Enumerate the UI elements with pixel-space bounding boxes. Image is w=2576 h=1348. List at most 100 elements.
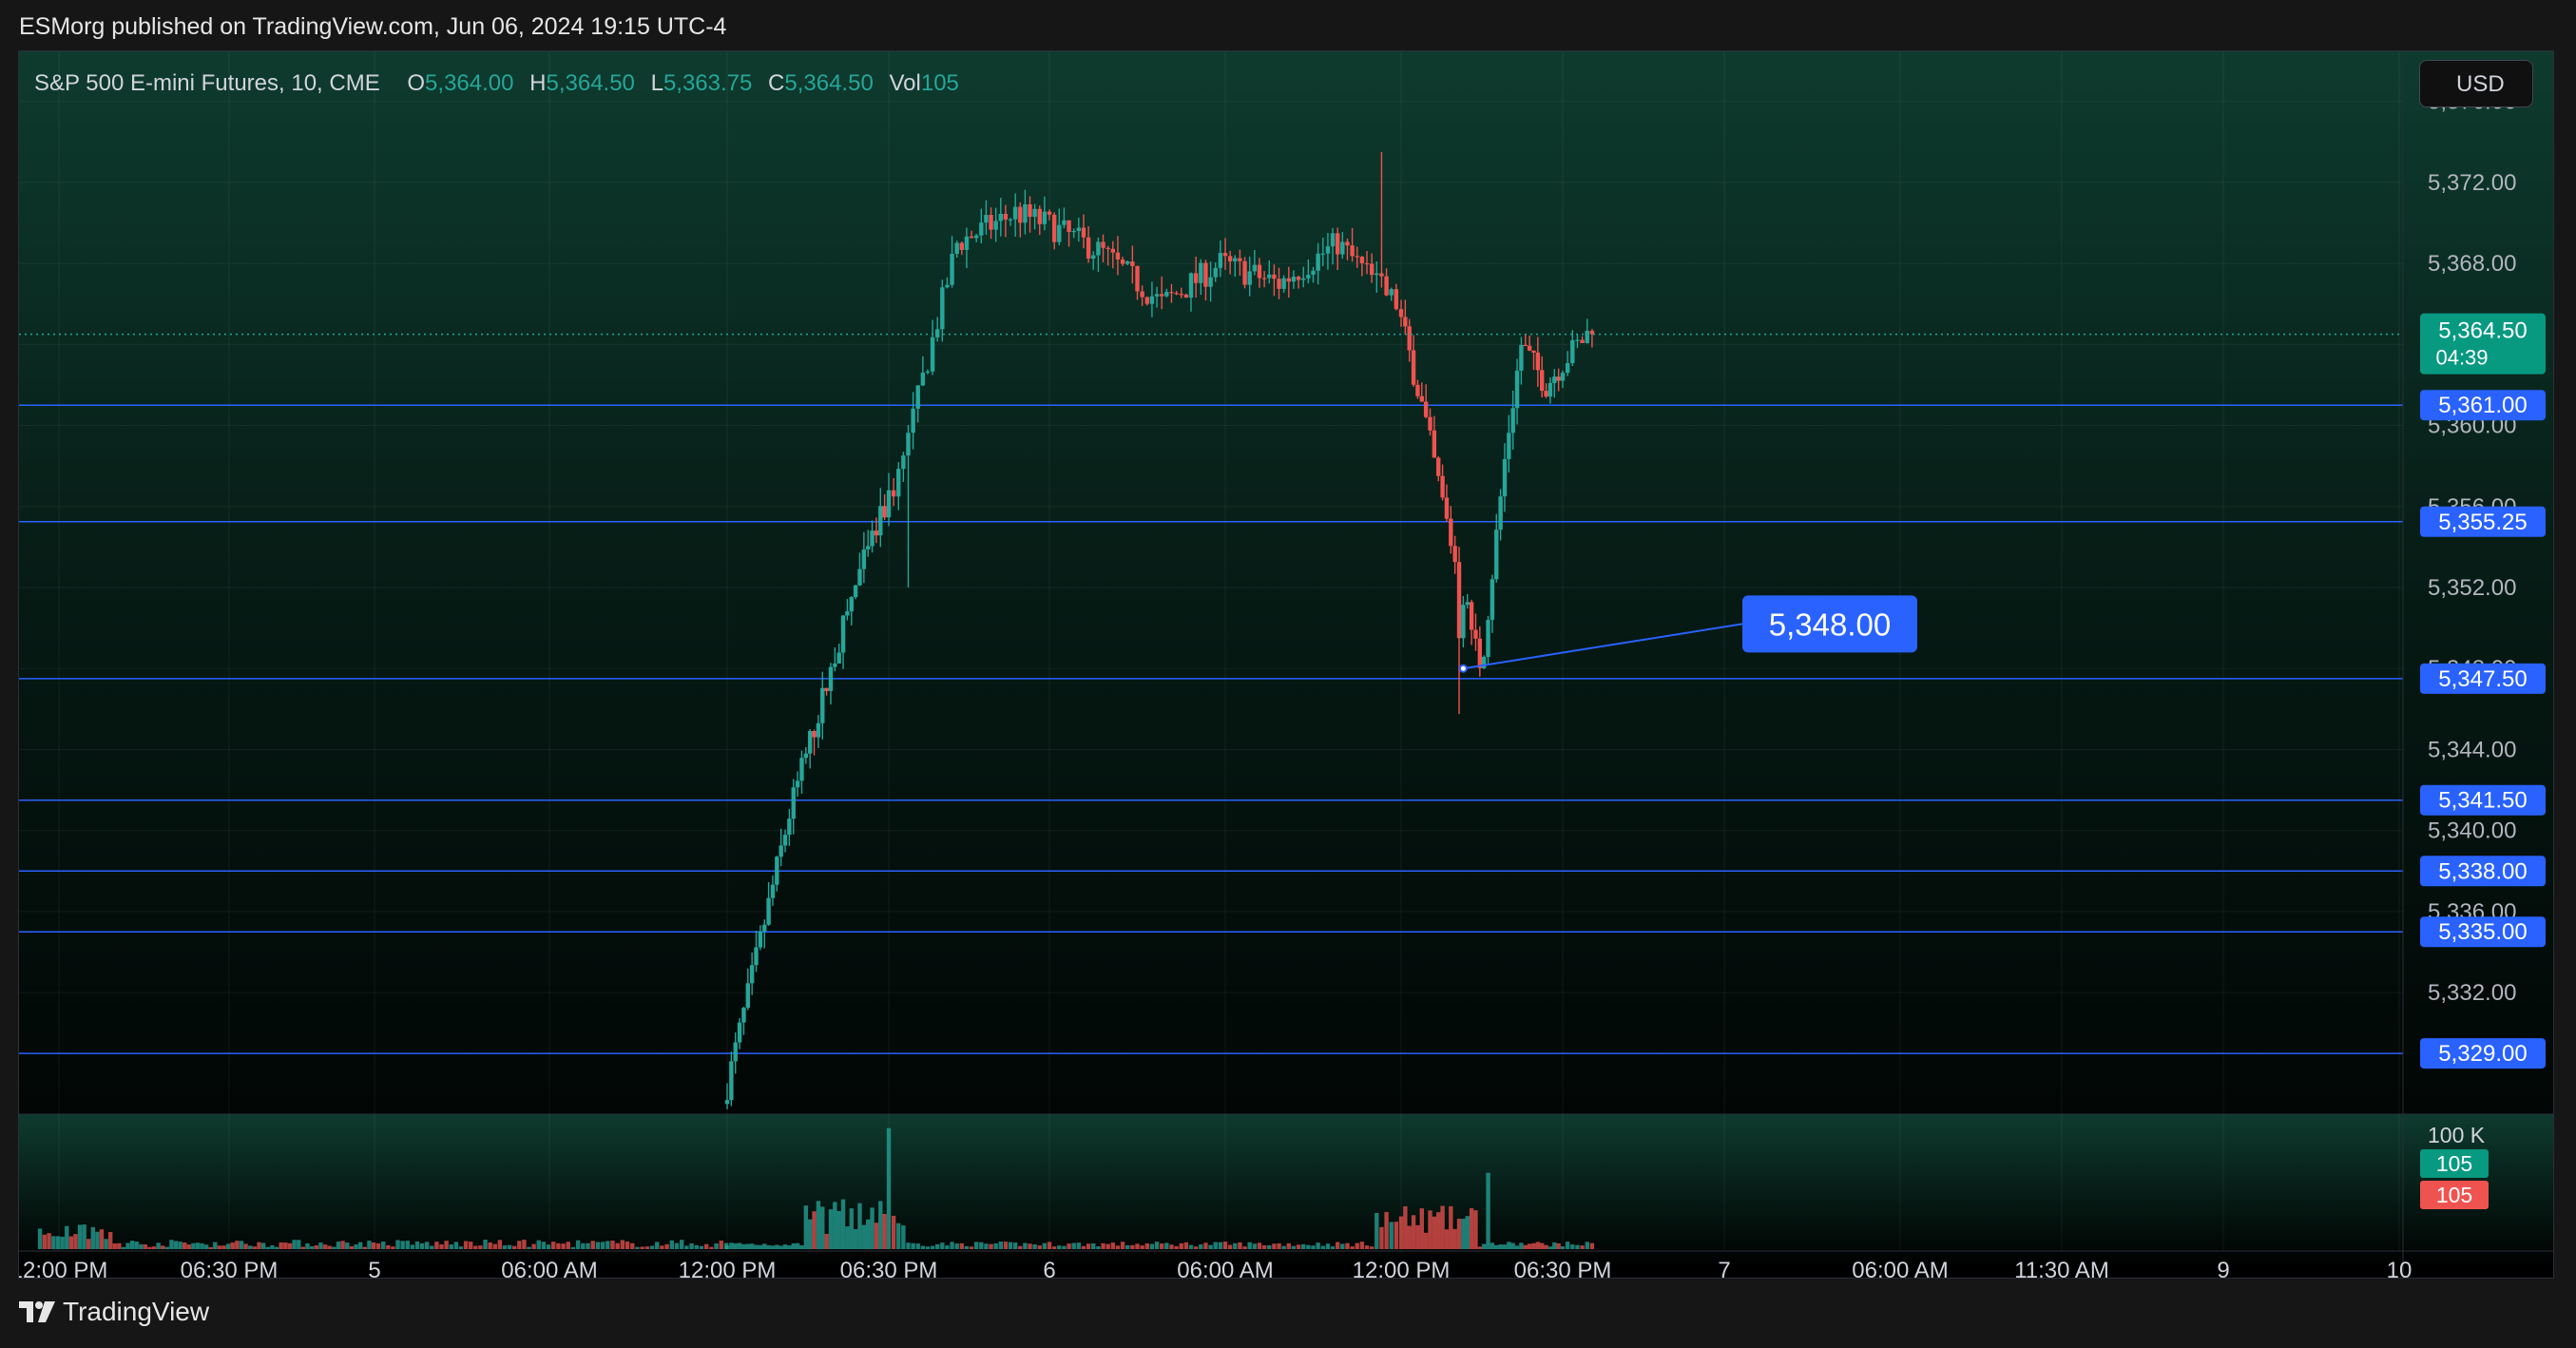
footer-brand[interactable]: TradingView [19, 1297, 209, 1327]
chart-pane[interactable]: 5,348.00 5,376.005,372.005,368.005,364.0… [18, 50, 2554, 1279]
candle-body [886, 490, 892, 518]
candle-body [766, 897, 771, 925]
volume-bar [173, 1241, 179, 1249]
candle-body [1233, 258, 1238, 261]
candle-body [1071, 230, 1076, 233]
candle-body [1047, 211, 1052, 215]
volume-bar [807, 1219, 813, 1249]
volume-bar [1452, 1228, 1457, 1249]
volume-bar [723, 1242, 729, 1249]
candle-body [1394, 289, 1399, 310]
volume-bar [1062, 1245, 1067, 1249]
volume-bar [257, 1242, 261, 1249]
publish-info: ESMorg published on TradingView.com, Jun… [19, 13, 727, 40]
candle-body [1140, 291, 1144, 298]
callout-box [1742, 595, 1917, 653]
x-tick-label: 9 [2217, 1258, 2229, 1279]
candle-body [1364, 262, 1370, 265]
volume-bar [950, 1242, 954, 1249]
volume-bar [283, 1242, 288, 1249]
candle-body [973, 235, 979, 239]
volume-bar [309, 1245, 315, 1249]
candle-body [940, 287, 945, 330]
volume-bar [55, 1236, 61, 1249]
candle-body [1096, 241, 1101, 256]
volume-bar [42, 1234, 47, 1249]
volume-bar [1101, 1242, 1105, 1249]
candle-body [915, 385, 920, 409]
volume-bar [318, 1242, 323, 1249]
volume-bar [1440, 1205, 1445, 1249]
volume-bar [973, 1242, 979, 1249]
last-price-tag-countdown: 04:39 [2435, 346, 2488, 370]
volume-bar [391, 1246, 395, 1249]
candle-body [1465, 602, 1470, 606]
volume-bar [775, 1244, 779, 1249]
callout-label: 5,348.00 [1769, 607, 1891, 642]
candle-body [724, 1100, 730, 1105]
volume-bar [1261, 1245, 1267, 1249]
volume-bar [541, 1242, 547, 1249]
y-tick-label: 5,372.00 [2428, 170, 2516, 196]
candle-body [749, 965, 755, 984]
candle-body [1081, 227, 1086, 238]
candle-body [787, 818, 792, 836]
volume-bar [840, 1199, 846, 1249]
volume-bar [749, 1243, 755, 1249]
volume-bar [1350, 1246, 1355, 1249]
volume-bar [1183, 1242, 1189, 1249]
volume-bar [925, 1246, 931, 1249]
currency-button[interactable]: USD [2419, 60, 2533, 107]
x-tick-label: 10 [2387, 1258, 2413, 1279]
y-tick-label: 5,332.00 [2428, 980, 2516, 1006]
volume-bar [1067, 1243, 1071, 1249]
x-tick-label: 6 [1043, 1258, 1055, 1279]
volume-bar [1272, 1243, 1277, 1249]
volume-bar [935, 1243, 940, 1249]
candle-body [1277, 279, 1281, 289]
volume-bar [453, 1242, 459, 1249]
volume-bar [371, 1242, 376, 1249]
volume-bar [1473, 1210, 1478, 1249]
candle-body [812, 731, 817, 738]
volume-bar [709, 1246, 714, 1249]
volume-bar [73, 1234, 78, 1249]
level-tag-label: 5,347.50 [2438, 666, 2527, 692]
candle-body [1498, 496, 1503, 530]
volume-bar [1247, 1242, 1252, 1249]
candlestick-chart[interactable]: 5,348.00 5,376.005,372.005,368.005,364.0… [19, 51, 2554, 1279]
volume-bar [349, 1245, 355, 1249]
volume-bar [1560, 1246, 1566, 1249]
volume-bar [1359, 1242, 1365, 1249]
volume-bar [1144, 1242, 1149, 1249]
candle-body [1432, 430, 1437, 458]
volume-bar [1120, 1242, 1125, 1249]
candle-body [1589, 330, 1595, 335]
candle-body [1428, 416, 1432, 431]
volume-bar [203, 1244, 209, 1249]
volume-bar [1531, 1242, 1536, 1249]
volume-bar [1193, 1246, 1199, 1249]
x-tick-label: 06:00 AM [501, 1258, 597, 1279]
volume-bar [714, 1242, 719, 1249]
candle-body [1144, 297, 1149, 304]
volume-bar [1296, 1244, 1301, 1249]
volume-bar [156, 1242, 161, 1249]
candle-body [1449, 518, 1453, 547]
volume-bar [853, 1229, 858, 1249]
volume-bar [754, 1244, 759, 1249]
volume-bar [1037, 1245, 1042, 1249]
volume-bar [644, 1246, 650, 1249]
volume-bar [1330, 1246, 1336, 1249]
volume-bar [1203, 1242, 1208, 1249]
volume-bar [1306, 1244, 1311, 1249]
volume-bar [993, 1242, 998, 1249]
volume-bar [112, 1242, 117, 1249]
candle-body [799, 758, 804, 781]
candle-body [1473, 629, 1478, 639]
volume-bar [870, 1207, 875, 1249]
volume-bar [1028, 1243, 1032, 1249]
volume-bar [419, 1242, 425, 1249]
candle-body [1452, 546, 1457, 563]
volume-bar [878, 1201, 883, 1249]
